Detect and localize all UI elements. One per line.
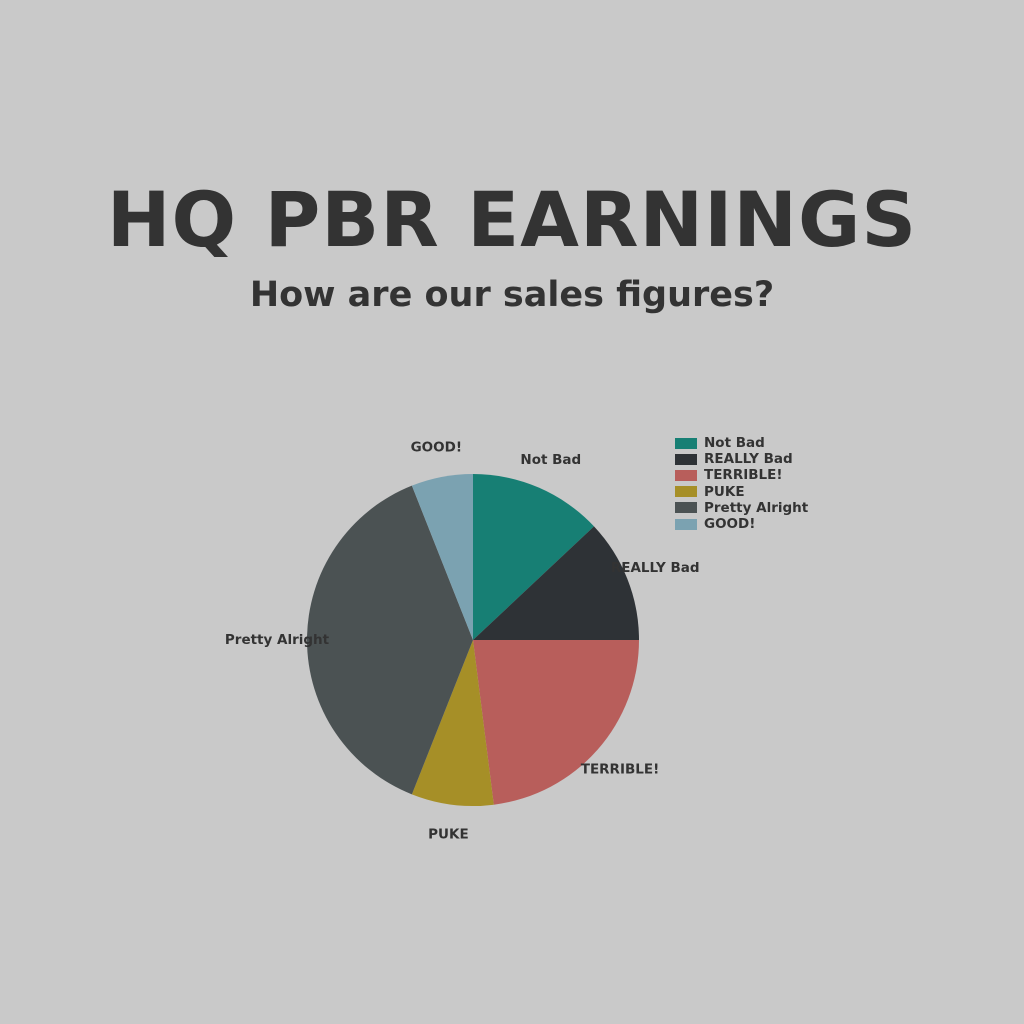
legend-swatch [675,502,697,514]
legend-label: Not Bad [704,435,765,452]
legend-label: PUKE [704,483,745,500]
pie-slice-puke [411,640,494,806]
legend-item-terrible: TERRIBLE! [675,467,808,483]
pie-slice-terrible [473,640,639,805]
pie-slice-labels: Not Bad REALLY Bad TERRIBLE! PUKE Pretty Alr… [225,440,700,843]
legend-swatch [675,486,697,498]
slice-label-puke: PUKE [428,827,469,843]
legend-swatch [675,437,697,449]
chart-title: HQ PBR EARNINGS [106,175,918,264]
slice-label-not-bad: Not Bad [520,452,581,468]
legend-item-good: GOOD! [675,516,808,532]
legend-swatch [675,518,697,530]
slice-label-terrible: TERRIBLE! [581,762,660,778]
chart-legend: Not Bad REALLY Bad TERRIBLE! PUKE Pretty Alr… [675,435,808,532]
pie-slices [307,474,639,806]
pie-slice-good [411,474,473,640]
pie-slice-not-bad [473,474,595,640]
legend-label: GOOD! [704,516,756,533]
legend-item-really-bad: REALLY Bad [675,451,808,467]
legend-item-puke: PUKE [675,484,808,500]
legend-label: Pretty Alright [704,499,809,516]
slice-label-pretty-alright: Pretty Alright [225,632,330,648]
legend-swatch [675,469,697,481]
pie-slice-pretty-alright [307,485,473,795]
pie-slice-really-bad [473,526,639,640]
legend-label: REALLY Bad [704,451,793,468]
slice-label-really-bad: REALLY Bad [611,560,700,576]
legend-label: TERRIBLE! [704,467,783,484]
slice-label-good: GOOD! [411,440,462,456]
legend-item-pretty-alright: Pretty Alright [675,500,808,516]
legend-swatch [675,453,697,465]
legend-item-not-bad: Not Bad [675,435,808,451]
chart-subtitle: How are our sales figures? [249,275,775,315]
